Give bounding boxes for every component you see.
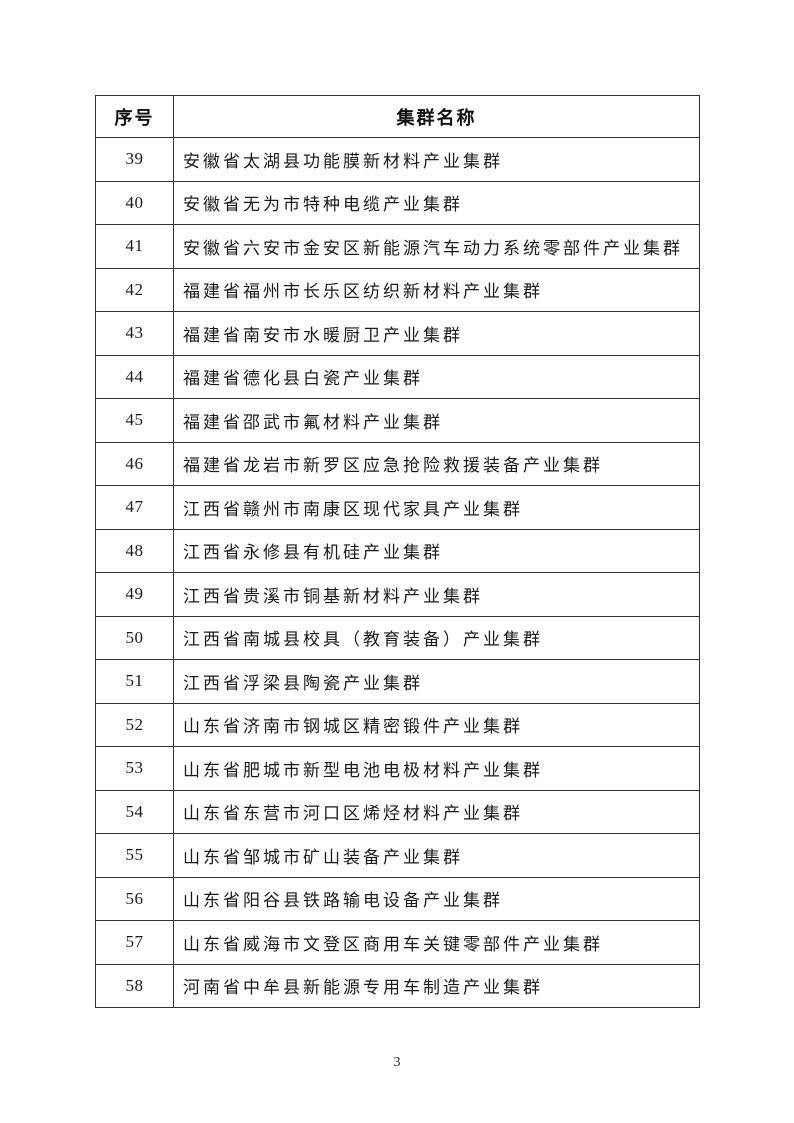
cell-cluster-name: 山东省东营市河口区烯烃材料产业集群 (173, 789, 700, 834)
cell-serial-number: 49 (95, 572, 174, 617)
cell-cluster-name: 安徽省无为市特种电缆产业集群 (173, 180, 700, 225)
table-row: 54 山东省东营市河口区烯烃材料产业集群 (95, 789, 700, 834)
table-row: 46 福建省龙岩市新罗区应急抢险救援装备产业集群 (95, 441, 700, 486)
cell-serial-number: 48 (95, 528, 174, 573)
cell-cluster-name: 山东省阳谷县铁路输电设备产业集群 (173, 876, 700, 921)
table-row: 55 山东省邹城市矿山装备产业集群 (95, 833, 700, 878)
cell-cluster-name: 江西省永修县有机硅产业集群 (173, 528, 700, 573)
cell-cluster-name: 河南省中牟县新能源专用车制造产业集群 (173, 963, 700, 1008)
cell-serial-number: 54 (95, 789, 174, 834)
cell-serial-number: 53 (95, 746, 174, 791)
table-row: 52 山东省济南市钢城区精密锻件产业集群 (95, 702, 700, 747)
table-row: 45 福建省邵武市氟材料产业集群 (95, 398, 700, 443)
cell-serial-number: 52 (95, 702, 174, 747)
cell-serial-number: 50 (95, 615, 174, 660)
table-row: 39 安徽省太湖县功能膜新材料产业集群 (95, 137, 700, 182)
table-row: 51 江西省浮梁县陶瓷产业集群 (95, 659, 700, 704)
cell-cluster-name: 福建省德化县白瓷产业集群 (173, 354, 700, 399)
cell-cluster-name: 山东省邹城市矿山装备产业集群 (173, 833, 700, 878)
cell-serial-number: 55 (95, 833, 174, 878)
cell-cluster-name: 福建省福州市长乐区纺织新材料产业集群 (173, 267, 700, 312)
cell-cluster-name: 江西省赣州市南康区现代家具产业集群 (173, 485, 700, 530)
cell-serial-number: 43 (95, 311, 174, 356)
header-cell-serial-number: 序号 (95, 95, 174, 138)
table-row: 53 山东省肥城市新型电池电极材料产业集群 (95, 746, 700, 791)
cell-cluster-name: 山东省济南市钢城区精密锻件产业集群 (173, 702, 700, 747)
cell-serial-number: 42 (95, 267, 174, 312)
cell-cluster-name: 山东省肥城市新型电池电极材料产业集群 (173, 746, 700, 791)
cell-cluster-name: 江西省贵溪市铜基新材料产业集群 (173, 572, 700, 617)
table-body: 39 安徽省太湖县功能膜新材料产业集群 40 安徽省无为市特种电缆产业集群 41 安徽省六… (95, 137, 700, 1008)
cell-cluster-name: 安徽省六安市金安区新能源汽车动力系统零部件产业集群 (173, 224, 700, 269)
header-cell-cluster-name: 集群名称 (173, 95, 700, 138)
table-row: 56 山东省阳谷县铁路输电设备产业集群 (95, 876, 700, 921)
cell-serial-number: 39 (95, 137, 174, 182)
table-row: 44 福建省德化县白瓷产业集群 (95, 354, 700, 399)
table-row: 50 江西省南城县校具（教育装备）产业集群 (95, 615, 700, 660)
cell-serial-number: 57 (95, 920, 174, 965)
cell-cluster-name: 福建省邵武市氟材料产业集群 (173, 398, 700, 443)
cell-serial-number: 41 (95, 224, 174, 269)
cell-cluster-name: 江西省南城县校具（教育装备）产业集群 (173, 615, 700, 660)
cell-cluster-name: 山东省威海市文登区商用车关键零部件产业集群 (173, 920, 700, 965)
cell-cluster-name: 安徽省太湖县功能膜新材料产业集群 (173, 137, 700, 182)
table-row: 49 江西省贵溪市铜基新材料产业集群 (95, 572, 700, 617)
table-row: 57 山东省威海市文登区商用车关键零部件产业集群 (95, 920, 700, 965)
cell-serial-number: 44 (95, 354, 174, 399)
table-header: 序号 集群名称 (95, 95, 700, 138)
cell-serial-number: 45 (95, 398, 174, 443)
table-row: 48 江西省永修县有机硅产业集群 (95, 528, 700, 573)
page-number: 3 (393, 1055, 401, 1070)
cell-cluster-name: 福建省南安市水暖厨卫产业集群 (173, 311, 700, 356)
cell-serial-number: 46 (95, 441, 174, 486)
cell-serial-number: 40 (95, 180, 174, 225)
table-row: 42 福建省福州市长乐区纺织新材料产业集群 (95, 267, 700, 312)
cell-cluster-name: 江西省浮梁县陶瓷产业集群 (173, 659, 700, 704)
cell-serial-number: 47 (95, 485, 174, 530)
table-row: 40 安徽省无为市特种电缆产业集群 (95, 180, 700, 225)
cell-serial-number: 51 (95, 659, 174, 704)
cell-serial-number: 56 (95, 876, 174, 921)
table-row: 41 安徽省六安市金安区新能源汽车动力系统零部件产业集群 (95, 224, 700, 269)
cell-serial-number: 58 (95, 963, 174, 1008)
cell-cluster-name: 福建省龙岩市新罗区应急抢险救援装备产业集群 (173, 441, 700, 486)
table-header-row: 序号 集群名称 (95, 95, 700, 138)
cluster-table: 序号 集群名称 39 安徽省太湖县功能膜新材料产业集群 40 安徽省无为市特种电缆产业… (95, 95, 700, 1008)
table-row: 47 江西省赣州市南康区现代家具产业集群 (95, 485, 700, 530)
table-row: 58 河南省中牟县新能源专用车制造产业集群 (95, 963, 700, 1008)
table-row: 43 福建省南安市水暖厨卫产业集群 (95, 311, 700, 356)
